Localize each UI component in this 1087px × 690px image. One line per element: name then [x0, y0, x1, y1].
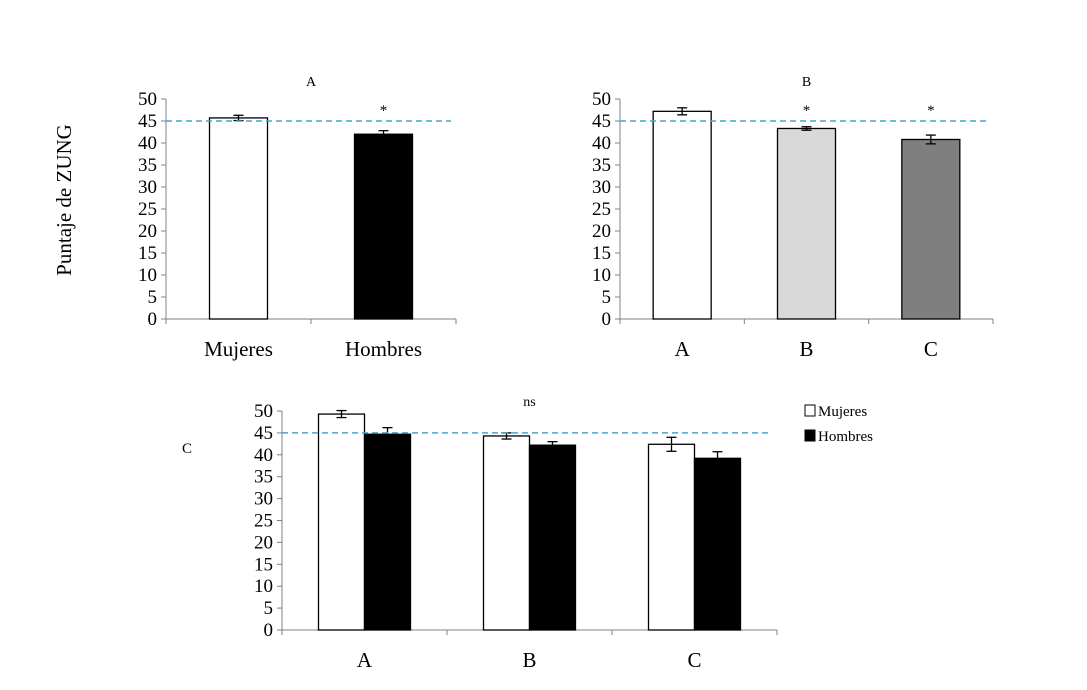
y-axis-label: Puntaje de ZUNG: [52, 124, 76, 276]
legend: Mujeres Hombres: [804, 404, 873, 445]
significance-mark-c: *: [927, 103, 935, 119]
y-tick-label: 50: [138, 89, 157, 110]
bar-mujeres: [208, 117, 269, 320]
y-tick-label: 40: [254, 445, 273, 466]
bar-c: [901, 138, 961, 320]
y-tick-label: 5: [264, 598, 274, 619]
x-tick-label-mujeres: Mujeres: [204, 337, 273, 361]
bar-mujeres-b: [482, 435, 531, 631]
y-tick-label: 15: [138, 243, 157, 264]
bar-a: [652, 110, 712, 320]
y-tick-label: 0: [264, 620, 274, 641]
bar-hombres: [353, 133, 414, 320]
y-tick-label: 50: [254, 401, 273, 422]
legend-label-mujeres: Mujeres: [818, 404, 867, 420]
y-tick-label: 35: [592, 155, 611, 176]
y-tick-label: 30: [138, 177, 157, 198]
bar-hombres-a: [363, 433, 412, 631]
bar-hombres-c: [693, 457, 742, 631]
y-tick-label: 10: [138, 265, 157, 286]
x-tick-label-b: B: [799, 337, 813, 361]
y-tick-label: 10: [254, 576, 273, 597]
y-tick-label: 25: [592, 199, 611, 220]
y-tick-label: 35: [254, 467, 273, 488]
y-tick-label: 15: [254, 554, 273, 575]
legend-swatch-mujeres: [804, 404, 816, 417]
y-tick-label: 20: [138, 221, 157, 242]
chart-title: ns: [523, 395, 535, 410]
chart-title: A: [306, 75, 317, 90]
y-tick-label: 40: [138, 133, 157, 154]
y-tick-label: 45: [592, 111, 611, 132]
y-tick-label: 20: [254, 532, 273, 553]
y-tick-label: 45: [254, 423, 273, 444]
y-tick-label: 30: [592, 177, 611, 198]
significance-mark-b: *: [803, 103, 811, 119]
bar-mujeres-c: [647, 443, 696, 631]
y-tick-label: 25: [138, 199, 157, 220]
significance-mark-hombres: *: [380, 103, 388, 119]
x-tick-label-b: B: [522, 648, 536, 672]
bar-hombres-b: [528, 444, 577, 631]
y-tick-label: 25: [254, 511, 273, 532]
panel-c-letter: C: [182, 441, 192, 457]
legend-label-hombres: Hombres: [818, 429, 873, 445]
legend-swatch-hombres: [804, 429, 816, 442]
x-tick-label-a: A: [675, 337, 691, 361]
y-tick-label: 5: [148, 287, 158, 308]
y-tick-label: 40: [592, 133, 611, 154]
chart-title: B: [802, 75, 811, 90]
bar-b: [776, 127, 837, 320]
y-tick-label: 0: [602, 309, 612, 330]
y-tick-label: 35: [138, 155, 157, 176]
x-tick-label-c: C: [687, 648, 701, 672]
x-tick-label-a: A: [357, 648, 373, 672]
y-tick-label: 50: [592, 89, 611, 110]
y-tick-label: 5: [602, 287, 612, 308]
y-tick-label: 10: [592, 265, 611, 286]
y-tick-label: 20: [592, 221, 611, 242]
y-tick-label: 0: [148, 309, 158, 330]
y-tick-label: 15: [592, 243, 611, 264]
x-tick-label-c: C: [924, 337, 938, 361]
x-tick-label-hombres: Hombres: [345, 337, 422, 361]
y-tick-label: 30: [254, 489, 273, 510]
y-tick-label: 45: [138, 111, 157, 132]
bar-mujeres-a: [317, 413, 366, 631]
